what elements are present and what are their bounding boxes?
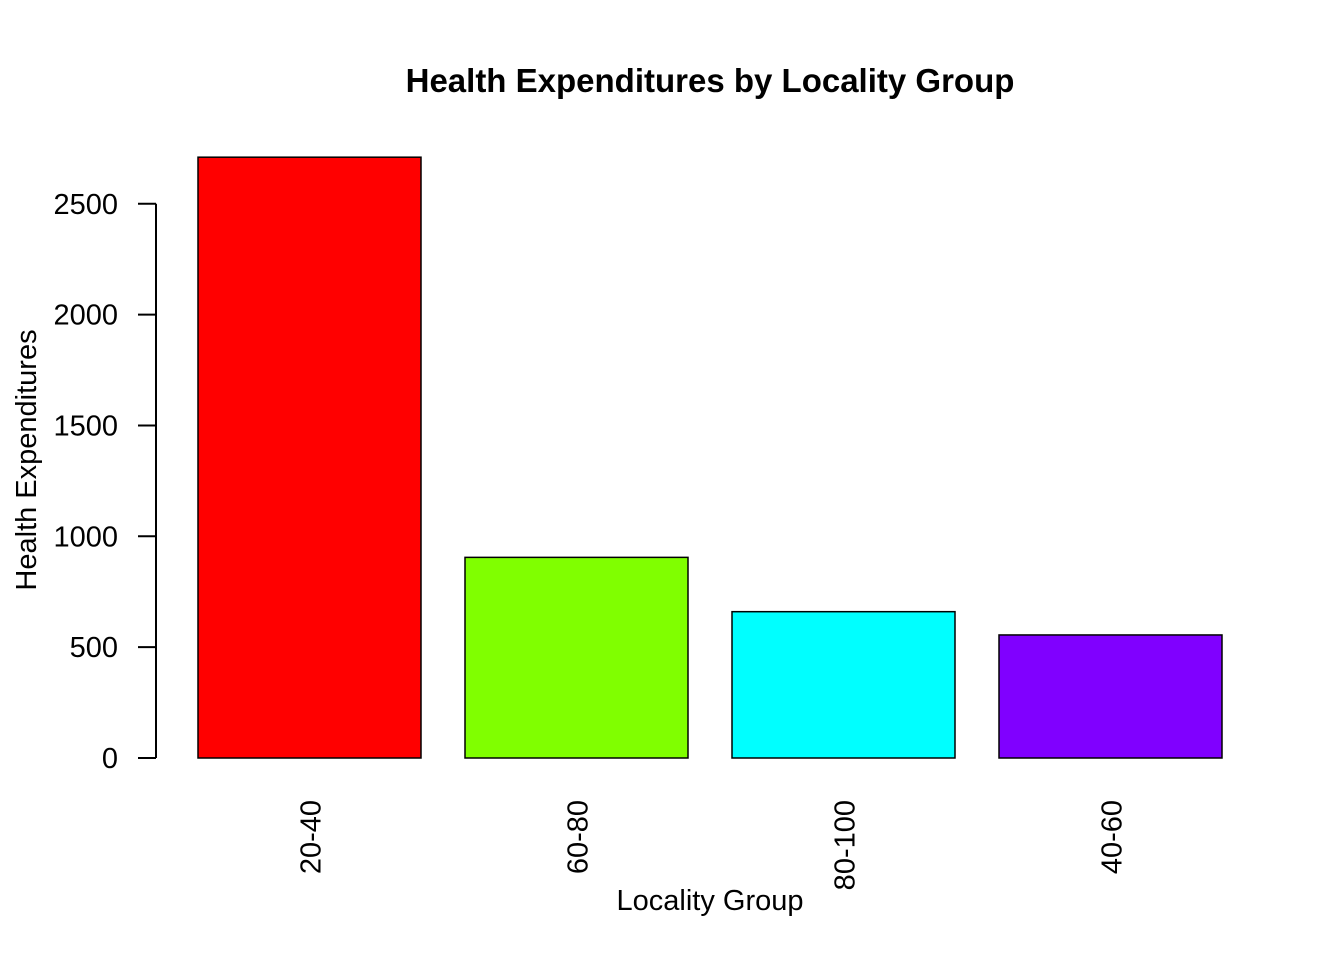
y-tick-label: 500 [70,632,118,664]
bar-20-40 [197,156,422,759]
x-tick-label: 20-40 [296,800,328,874]
x-tick-label: 80-100 [830,800,862,890]
x-tick-label: 60-80 [563,800,595,874]
bar-80-100 [731,610,956,759]
y-tick-label: 2000 [53,300,118,332]
x-tick-label: 40-60 [1097,800,1129,874]
y-tick-label: 1500 [53,410,118,442]
y-axis: 0 500 1000 1500 2000 2500 [53,189,157,775]
y-tick-label: 0 [102,743,118,775]
x-tick-labels: 20-40 60-80 80-100 40-60 [296,800,1129,890]
bars [197,156,1223,759]
bar-60-80 [464,556,689,759]
y-tick-label: 2500 [53,189,118,221]
chart-title: Health Expenditures by Locality Group [406,62,1015,99]
y-axis-label: Health Expenditures [11,329,43,590]
x-axis-label: Locality Group [617,885,804,917]
bar-40-60 [998,634,1223,759]
y-tick-label: 1000 [53,521,118,553]
